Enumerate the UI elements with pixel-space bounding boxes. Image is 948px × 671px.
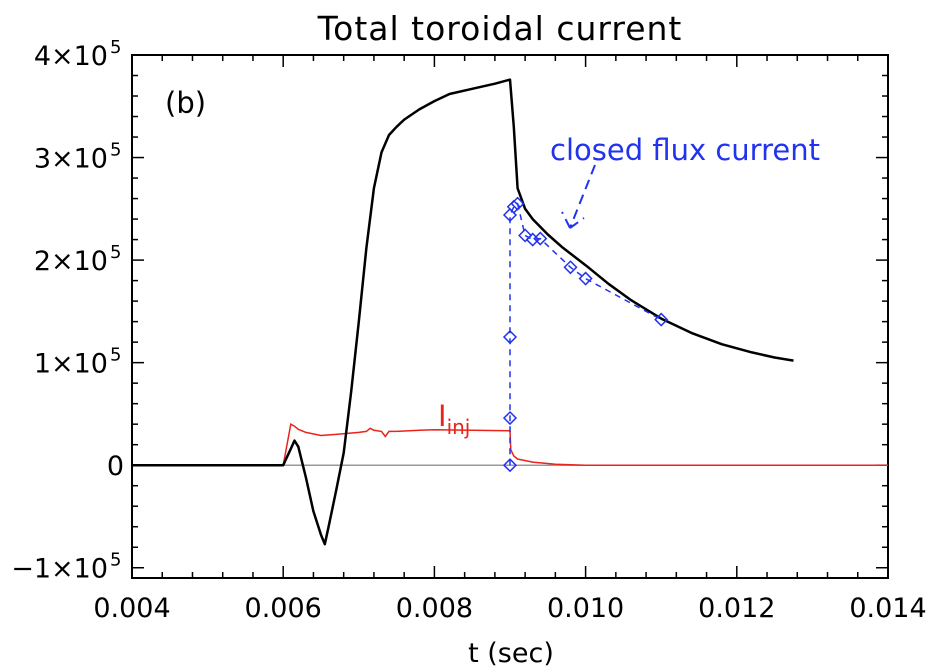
closed-flux-arrow xyxy=(561,164,596,229)
closed-flux-marker xyxy=(563,260,578,275)
chart-title: Total toroidal current xyxy=(317,9,683,48)
closed-flux-marker xyxy=(510,196,525,211)
y-tick-label: 0 xyxy=(107,451,124,482)
x-tick-label: 0.010 xyxy=(547,593,624,624)
x-tick-label: 0.014 xyxy=(849,593,926,624)
closed-flux-marker xyxy=(502,410,518,426)
y-tick-exponent: 5 xyxy=(110,345,121,366)
closed-flux-marker xyxy=(578,271,593,286)
x-tick-label: 0.006 xyxy=(245,593,322,624)
axis-ticks xyxy=(131,54,889,578)
closed-flux-marker xyxy=(525,232,540,247)
series-injected-current xyxy=(132,423,888,466)
series-total-current xyxy=(132,78,794,546)
series-closed-flux-current xyxy=(509,202,662,466)
closed-flux-annotation: closed flux current xyxy=(550,133,820,167)
y-tick-exponent: 5 xyxy=(110,550,121,571)
inj-label-sub: inj xyxy=(447,415,471,439)
y-tick-exponent: 5 xyxy=(110,242,121,263)
closed-flux-marker xyxy=(502,458,518,473)
y-tick-label: 3×10 xyxy=(34,144,108,175)
y-tick-label: 2×10 xyxy=(34,246,108,277)
y-tick-exponent: 5 xyxy=(110,37,121,58)
panel-label: (b) xyxy=(165,86,206,120)
axis-tick-labels: 0.004 0.006 0.008 0.010 0.012 0.014−1×10 501×1… xyxy=(11,37,926,624)
series-layer xyxy=(132,78,888,546)
y-tick-label: −1×10 xyxy=(11,554,108,585)
y-tick-exponent: 5 xyxy=(110,140,121,161)
plot-frame xyxy=(131,54,889,579)
x-tick-label: 0.008 xyxy=(396,593,473,624)
closed-flux-marker xyxy=(502,329,518,345)
closed-flux-marker xyxy=(518,228,533,243)
x-tick-label: 0.012 xyxy=(698,593,775,624)
closed-flux-marker xyxy=(654,312,669,327)
closed-flux-marker xyxy=(506,199,521,214)
x-axis-label: t (sec) xyxy=(468,638,554,669)
inj-label-main: I xyxy=(438,399,447,433)
y-tick-label: 4×10 xyxy=(34,41,108,72)
x-tick-label: 0.004 xyxy=(93,593,170,624)
y-tick-label: 1×10 xyxy=(34,349,108,380)
inj-annotation: Iinj xyxy=(438,399,470,439)
closed-flux-marker xyxy=(533,231,548,246)
